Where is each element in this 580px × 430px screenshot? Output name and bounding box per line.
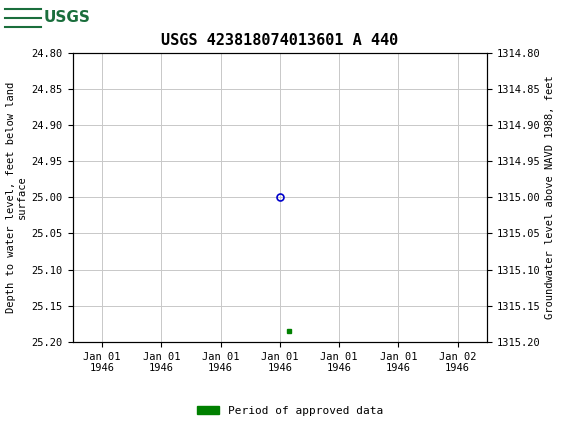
Title: USGS 423818074013601 A 440: USGS 423818074013601 A 440 [161,33,398,48]
Text: USGS: USGS [44,10,90,25]
Legend: Period of approved data: Period of approved data [193,401,387,420]
Y-axis label: Depth to water level, feet below land
surface: Depth to water level, feet below land su… [6,82,27,313]
Y-axis label: Groundwater level above NAVD 1988, feet: Groundwater level above NAVD 1988, feet [545,76,555,319]
Bar [3,2,84,34]
